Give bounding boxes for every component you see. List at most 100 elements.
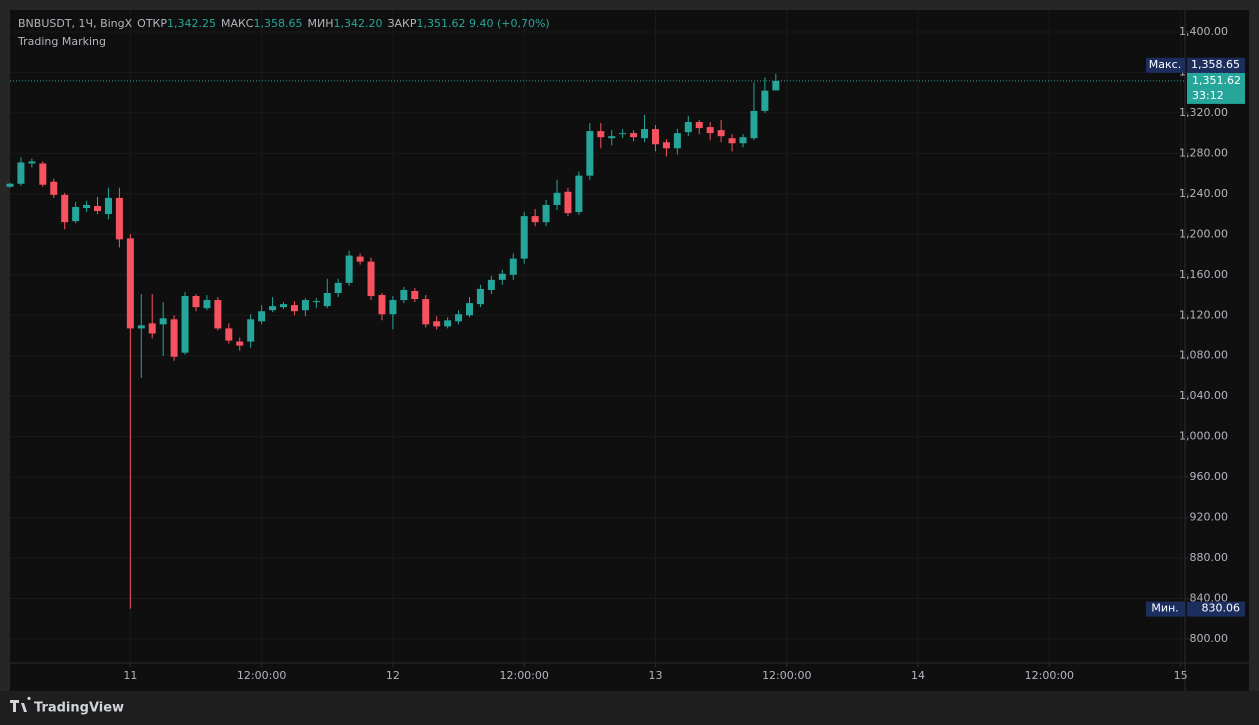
candle-body [717,130,725,137]
y-tick-label: 960.00 [1190,470,1229,483]
candle-body [630,133,638,138]
grid [10,10,1185,663]
candle-body [444,320,452,327]
candle-body [400,289,408,301]
y-tick-label: 1,120.00 [1179,308,1228,321]
candle-body [433,321,441,327]
candle-body [465,303,473,316]
symbol[interactable]: BNBUSDT, 1Ч, BingX [18,17,133,30]
x-tick-label: 12:00:00 [499,669,548,682]
candle-body [170,319,178,357]
candle-body [695,122,703,129]
legend: BNBUSDT, 1Ч, BingX ОТКР1,342.25 МАКС1,358.… [18,15,550,51]
candle-body [345,255,353,283]
candle-body [301,300,309,311]
candle-body [761,90,769,111]
y-tick-label: 840.00 [1190,592,1229,605]
x-tick-label: 12:00:00 [237,669,286,682]
y-tick-label: 920.00 [1190,511,1229,524]
marker-value-box [1187,601,1245,617]
candle-body [280,304,288,308]
candle-body [520,216,528,259]
candle-body [706,127,714,134]
y-tick-label: 1,200.00 [1179,227,1228,240]
candle-body [28,161,36,164]
last-price-label: 1,351.62 [1192,74,1241,87]
x-tick-label: 13 [648,669,662,682]
marker-value: 1,358.65 [1191,58,1240,71]
marker-value: 830.06 [1202,602,1241,615]
candle-body [641,129,649,139]
y-tick-label: 1,280.00 [1179,146,1228,159]
y-tick-label: 1,400.00 [1179,25,1228,38]
candle-body [422,299,430,325]
candle-body [662,142,670,149]
candles [6,73,780,609]
candle-body [411,290,419,300]
x-tick-label: 14 [911,669,925,682]
marker-label: Мин. [1151,602,1178,615]
candle-body [72,206,80,222]
candle-body [553,192,561,205]
change: 9.40 (+0,70%) [468,17,550,30]
candle-body [487,279,495,290]
candle-body [39,163,47,185]
indicator[interactable]: Trading Marking [18,35,106,48]
field-label: ЗАКР [387,17,417,30]
field-value: 1,342.20 [333,17,383,30]
candle-body [564,191,572,214]
candle-body [619,133,627,135]
y-tick-label: 1,080.00 [1179,349,1228,362]
x-tick-label: 12:00:00 [762,669,811,682]
candle-body [50,181,58,195]
candle-body [323,292,331,307]
candle-body [137,325,145,329]
candle-body [597,131,605,138]
last-price-box [1187,72,1245,104]
field-label: МАКС [220,17,254,30]
candle-body [258,311,266,322]
candle-body [148,323,156,334]
legend-row: BNBUSDT, 1Ч, BingX ОТКР1,342.25 МАКС1,358.… [18,15,550,33]
x-tick-label: 11 [123,669,137,682]
candle-body [389,300,397,315]
candle-body [575,175,583,213]
candle-body [367,261,375,297]
candle-body [542,204,550,223]
candle-body [83,204,91,209]
candle-body [126,238,134,329]
field-value: 1,351.62 [416,17,466,30]
candle-body [247,319,255,342]
candle-body [608,136,616,139]
x-tick-label: 12 [386,669,400,682]
marker-label: Макс. [1149,58,1181,71]
candle-body [115,197,123,240]
ohlc-fields: ОТКР1,342.25 МАКС1,358.65 МИН1,342.20 ЗАКР1… [132,17,465,30]
logo-icon [10,696,31,712]
field-value: 1,342.25 [167,17,216,30]
candle-body [728,138,736,144]
y-tick-label: 1,040.00 [1179,389,1228,402]
candle-body [104,197,112,215]
candle-body [531,216,539,223]
y-tick-label: 880.00 [1190,551,1229,564]
candle-body [455,314,463,322]
field-label: ОТКР [137,17,167,30]
candle-body [203,300,211,309]
tradingview-logo[interactable]: TradingView [10,696,124,716]
candle-body [236,341,244,346]
candle-body [214,300,222,329]
candle-body [586,131,594,176]
candle-body [476,288,484,305]
field-label: МИН [307,17,334,30]
candle-body [509,258,517,275]
candle-body [312,301,320,303]
x-tick-label: 15 [1174,669,1188,682]
candle-body [739,137,747,144]
candle-body [673,133,681,149]
y-tick-label: 800.00 [1190,632,1229,645]
candle-body [498,273,506,280]
field-value: 1,358.65 [253,17,303,30]
x-tick-label: 12:00:00 [1025,669,1074,682]
